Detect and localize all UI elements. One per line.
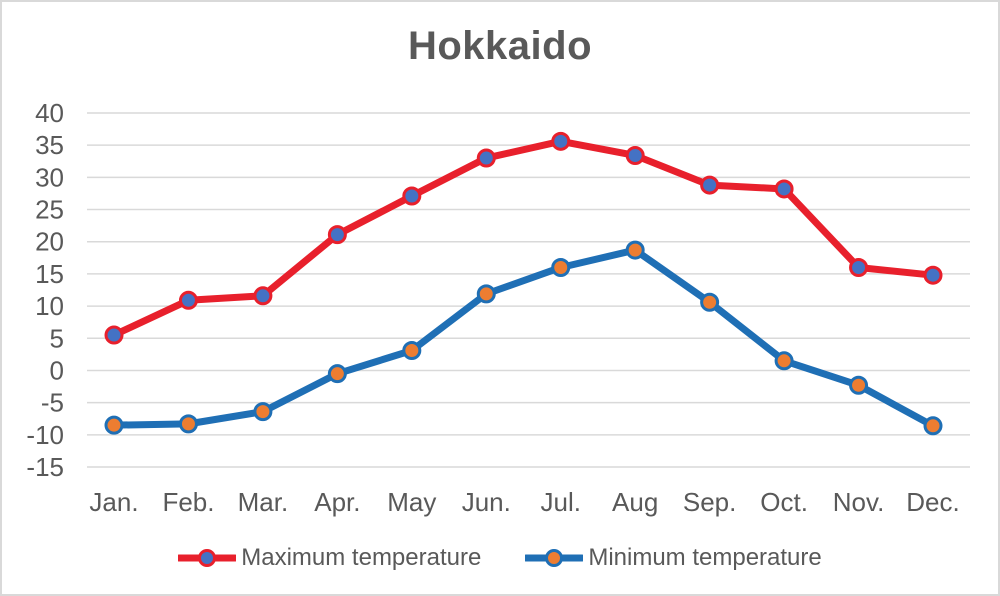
- x-axis-label: Nov.: [833, 487, 885, 517]
- x-axis-label: Jan.: [89, 487, 138, 517]
- max-temp-marker: [923, 265, 943, 285]
- max-temp-marker: [178, 290, 198, 310]
- x-axis-label: Sep.: [683, 487, 737, 517]
- min-temp-marker: [253, 402, 273, 422]
- y-tick-label: 35: [35, 130, 64, 160]
- y-tick-label: 10: [35, 291, 64, 321]
- chart-title: Hokkaido: [407, 24, 593, 68]
- min-temp-marker: [700, 292, 720, 312]
- y-tick-label: 15: [35, 259, 64, 289]
- y-tick-label: 5: [50, 323, 64, 353]
- x-axis-label: Jun.: [462, 487, 511, 517]
- min-temp-marker: [104, 415, 124, 435]
- max-temp-marker: [327, 225, 347, 245]
- x-axis-label: Oct.: [760, 487, 808, 517]
- legend-label-minimum-temperature: Minimum temperature: [588, 544, 822, 571]
- min-temp-marker: [551, 257, 571, 277]
- y-tick-label: 30: [35, 162, 64, 192]
- min-temp-marker: [923, 416, 943, 436]
- min-temp-marker: [476, 284, 496, 304]
- max-temp-marker: [700, 175, 720, 195]
- legend-item-minimum-temperature: Minimum temperature: [525, 544, 822, 572]
- x-axis-label: Feb.: [162, 487, 214, 517]
- y-tick-label: 20: [35, 227, 64, 257]
- x-axis-label: Mar.: [238, 487, 289, 517]
- x-axis-label: May: [387, 487, 436, 517]
- max-temp-marker: [849, 257, 869, 277]
- x-axis-label: Jul.: [540, 487, 580, 517]
- max-temp-legend-swatch-icon: [178, 549, 237, 567]
- y-tick-label: 40: [35, 98, 64, 128]
- max-temp-marker: [402, 186, 422, 206]
- min-temp-line: [110, 246, 937, 430]
- x-axis-label: Dec.: [906, 487, 959, 517]
- y-tick-label: -15: [26, 452, 64, 482]
- min-temp-marker: [849, 375, 869, 395]
- max-temp-line: [110, 137, 937, 339]
- min-temp-legend-swatch-icon: [525, 549, 584, 567]
- chart-legend: Maximum temperature Minimum temperature: [2, 544, 998, 572]
- max-temp-marker: [625, 145, 645, 165]
- min-temp-marker: [774, 351, 794, 371]
- min-temp-marker: [402, 341, 422, 361]
- legend-item-maximum-temperature: Maximum temperature: [178, 544, 481, 572]
- max-temp-marker: [551, 131, 571, 151]
- y-tick-label: -10: [26, 420, 64, 450]
- x-axis-label: Apr.: [314, 487, 360, 517]
- y-tick-label: 0: [50, 355, 64, 385]
- y-tick-label: -5: [41, 388, 64, 418]
- legend-label-maximum-temperature: Maximum temperature: [241, 544, 482, 571]
- min-temp-marker: [327, 364, 347, 384]
- max-temp-marker: [476, 148, 496, 168]
- y-tick-label: 25: [35, 195, 64, 225]
- min-temp-marker: [625, 240, 645, 260]
- max-temp-marker: [104, 325, 124, 345]
- max-temp-marker: [774, 179, 794, 199]
- max-temp-marker: [253, 286, 273, 306]
- min-temp-marker: [178, 414, 198, 434]
- x-axis-label: Aug: [612, 487, 658, 517]
